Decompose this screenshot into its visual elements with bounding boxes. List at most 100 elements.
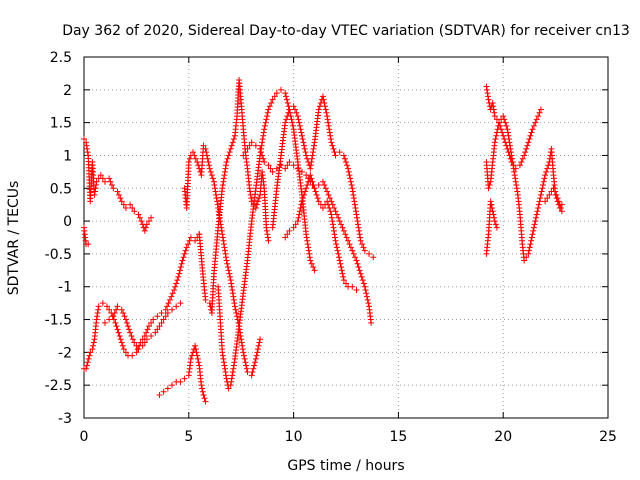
data-point bbox=[220, 355, 227, 362]
data-point bbox=[483, 83, 490, 90]
data-point bbox=[220, 237, 227, 244]
data-point bbox=[212, 185, 218, 192]
data-point bbox=[135, 346, 142, 353]
data-point bbox=[301, 191, 308, 198]
data-point bbox=[542, 172, 549, 179]
data-point bbox=[164, 385, 171, 392]
data-point bbox=[264, 234, 271, 241]
data-point bbox=[122, 349, 129, 356]
data-point bbox=[256, 195, 263, 202]
data-point bbox=[504, 126, 511, 133]
data-point bbox=[298, 132, 305, 139]
data-point bbox=[225, 152, 232, 159]
data-point bbox=[306, 254, 313, 261]
data-point bbox=[158, 319, 165, 326]
data-point bbox=[114, 303, 121, 310]
data-point bbox=[504, 129, 511, 136]
data-point bbox=[177, 264, 184, 271]
data-point bbox=[113, 323, 120, 330]
data-point bbox=[247, 188, 254, 195]
data-point bbox=[352, 254, 359, 261]
data-point bbox=[162, 313, 169, 320]
data-point bbox=[260, 132, 267, 139]
data-point bbox=[537, 191, 544, 198]
data-point bbox=[97, 172, 104, 179]
data-point bbox=[541, 175, 548, 182]
data-point bbox=[106, 175, 113, 182]
data-point bbox=[357, 270, 364, 277]
data-point bbox=[209, 175, 216, 182]
data-point bbox=[329, 218, 336, 225]
data-point bbox=[296, 119, 303, 126]
data-point bbox=[485, 96, 492, 103]
data-point bbox=[93, 181, 100, 188]
data-point bbox=[143, 221, 150, 228]
data-point bbox=[264, 231, 271, 238]
data-point bbox=[183, 244, 190, 251]
data-point bbox=[362, 287, 369, 294]
data-point bbox=[227, 145, 234, 152]
data-point bbox=[336, 257, 343, 264]
data-point bbox=[492, 221, 499, 228]
data-point bbox=[121, 313, 128, 320]
x-tick-label: 20 bbox=[494, 429, 512, 445]
data-point bbox=[324, 198, 331, 205]
data-point bbox=[156, 392, 163, 399]
data-point bbox=[221, 172, 228, 179]
data-point bbox=[330, 224, 337, 231]
data-point bbox=[532, 119, 539, 126]
data-point bbox=[262, 119, 269, 126]
data-point bbox=[315, 106, 322, 113]
data-point bbox=[507, 145, 514, 152]
data-point bbox=[135, 211, 142, 218]
data-point bbox=[206, 162, 213, 169]
data-point bbox=[229, 369, 236, 376]
data-point bbox=[81, 136, 87, 143]
data-point bbox=[328, 214, 335, 221]
data-point bbox=[89, 346, 96, 353]
data-point bbox=[106, 316, 113, 323]
series-track-j bbox=[269, 93, 377, 261]
data-point bbox=[127, 201, 134, 208]
data-point bbox=[219, 352, 226, 359]
data-point bbox=[491, 214, 498, 221]
series-track-n bbox=[483, 198, 500, 257]
data-point bbox=[90, 342, 97, 349]
data-point bbox=[229, 290, 236, 297]
data-point bbox=[307, 165, 314, 172]
y-tick-label: 0.5 bbox=[50, 181, 72, 197]
data-point bbox=[187, 355, 194, 362]
data-point bbox=[118, 339, 125, 346]
data-point bbox=[524, 142, 531, 149]
data-point bbox=[554, 195, 561, 202]
data-point bbox=[240, 349, 247, 356]
data-point bbox=[530, 224, 537, 231]
data-point bbox=[343, 280, 349, 287]
data-point bbox=[540, 181, 547, 188]
data-point bbox=[509, 155, 516, 162]
data-point bbox=[331, 231, 338, 238]
data-point bbox=[264, 113, 271, 120]
data-point bbox=[294, 113, 301, 120]
data-point bbox=[347, 175, 354, 182]
data-point bbox=[238, 336, 245, 343]
data-point bbox=[325, 122, 332, 129]
data-point bbox=[177, 300, 184, 307]
data-point bbox=[286, 106, 293, 113]
data-point bbox=[340, 227, 347, 234]
data-point bbox=[539, 185, 546, 192]
data-point bbox=[202, 296, 209, 303]
data-point bbox=[528, 237, 535, 244]
data-point bbox=[93, 178, 100, 185]
data-point bbox=[489, 208, 496, 215]
data-point bbox=[286, 227, 293, 234]
data-point bbox=[261, 126, 268, 133]
data-point bbox=[510, 165, 517, 172]
series-track-e bbox=[156, 342, 209, 405]
data-point bbox=[303, 185, 310, 192]
data-point bbox=[310, 145, 317, 152]
data-point bbox=[154, 326, 161, 333]
series-track-i bbox=[240, 139, 375, 326]
data-point bbox=[533, 116, 540, 123]
data-point bbox=[230, 296, 237, 303]
